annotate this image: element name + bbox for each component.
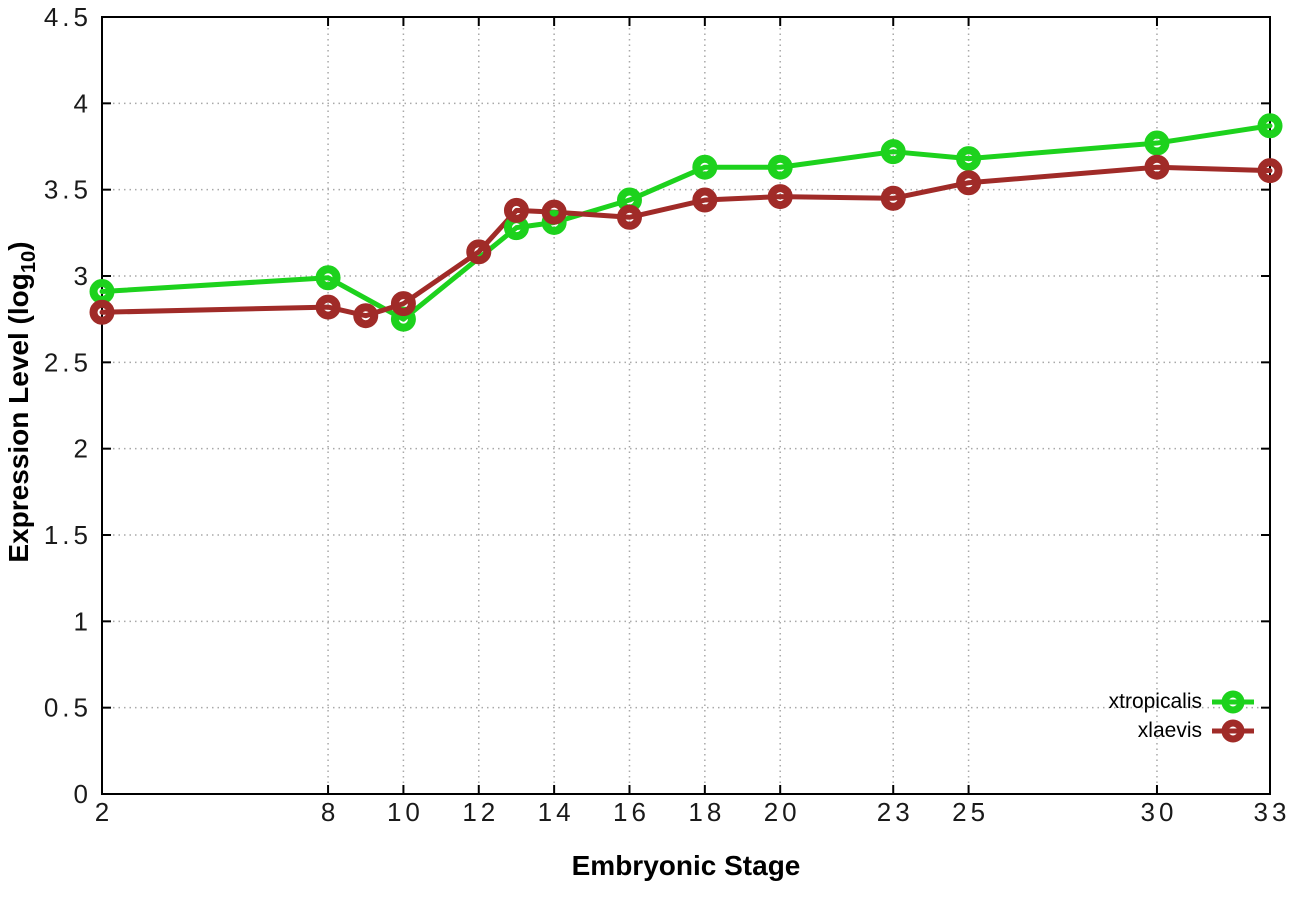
x-tick-label: 2: [95, 797, 113, 827]
y-axis-title-suffix: ): [3, 241, 35, 251]
data-point-marker: [616, 204, 642, 230]
series-xtropicalis: [99, 123, 1273, 322]
y-tick-label: 2: [74, 434, 92, 464]
series-line-xtropicalis: [99, 123, 1273, 322]
data-point-marker: [956, 170, 982, 196]
legend-label: xlaevis: [1137, 718, 1202, 742]
data-point-marker: [89, 299, 115, 325]
x-axis-title: Embryonic Stage: [571, 850, 801, 881]
y-tick-label: 0.5: [44, 693, 92, 723]
data-point-marker: [315, 265, 341, 291]
data-point-marker: [956, 146, 982, 172]
x-tick-label: 33: [1254, 797, 1291, 827]
legend-item-xtropicalis: xtropicalis: [1109, 687, 1256, 716]
y-tick-label: 0: [74, 779, 92, 809]
x-tick-label: 10: [387, 797, 424, 827]
data-point-marker: [541, 209, 567, 235]
legend: xtropicalis xlaevis: [1109, 687, 1256, 745]
data-point-marker: [880, 185, 906, 211]
data-point-marker: [353, 303, 379, 329]
data-point-marker: [541, 199, 567, 225]
y-tick-label: 2.5: [44, 347, 92, 377]
y-tick-labels: 0 0.5 1 1.5 2 2.5 3 3.5 4 4.5: [44, 2, 92, 809]
x-tick-label: 23: [877, 797, 914, 827]
data-point-marker: [880, 139, 906, 165]
y-tick-label: 3.5: [44, 175, 92, 205]
y-axis-title-subscript: 10: [17, 250, 40, 274]
x-tick-label: 16: [613, 797, 650, 827]
data-point-marker: [1144, 130, 1170, 156]
data-point-marker: [692, 187, 718, 213]
tick-marks: [101, 16, 1271, 795]
data-point-marker: [1257, 158, 1283, 184]
x-tick-label: 8: [321, 797, 339, 827]
grid-lines: [101, 16, 1271, 795]
data-point-marker: [390, 291, 416, 317]
x-tick-label: 12: [462, 797, 499, 827]
data-point-marker: [1144, 154, 1170, 180]
y-tick-label: 1: [74, 606, 92, 636]
x-tick-label: 25: [952, 797, 989, 827]
data-point-marker: [767, 154, 793, 180]
data-point-marker: [692, 154, 718, 180]
series-markers-xlaevis: [89, 154, 1283, 329]
data-point-marker: [1257, 113, 1283, 139]
plot-border: [101, 16, 1271, 795]
data-point-marker: [466, 239, 492, 265]
x-tick-label: 20: [764, 797, 801, 827]
legend-label: xtropicalis: [1108, 689, 1202, 713]
data-point-marker: [315, 294, 341, 320]
y-tick-label: 3: [74, 261, 92, 291]
legend-marker-sample: [1212, 719, 1254, 742]
y-tick-label: 4.5: [44, 2, 92, 32]
x-tick-label: 30: [1141, 797, 1178, 827]
y-axis-title-text: Expression Level (log: [3, 273, 35, 563]
x-tick-label: 14: [538, 797, 575, 827]
y-tick-label: 4: [74, 88, 92, 118]
legend-marker-sample: [1212, 690, 1254, 713]
data-point-marker: [503, 197, 529, 223]
x-tick-labels: 2 8 10 12 14 16 18 20 23 25 30 33: [95, 797, 1291, 827]
legend-item-xlaevis: xlaevis: [1138, 716, 1256, 745]
y-tick-label: 1.5: [44, 520, 92, 550]
data-point-marker: [767, 184, 793, 210]
x-tick-label: 18: [688, 797, 725, 827]
